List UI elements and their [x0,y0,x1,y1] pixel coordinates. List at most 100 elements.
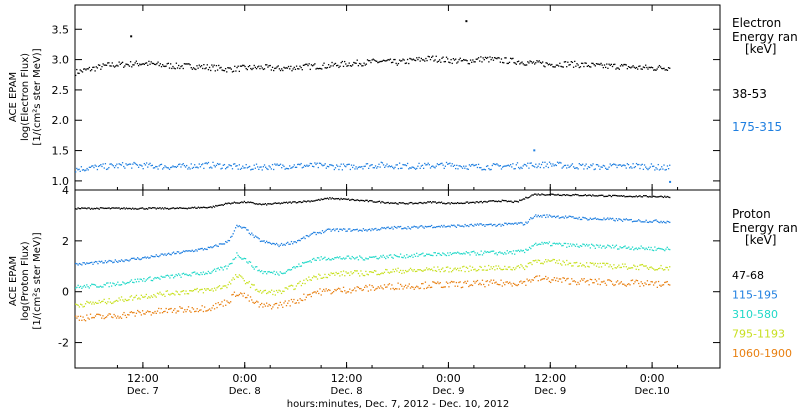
data-point [442,252,444,254]
data-point [476,279,479,282]
data-point [160,307,162,310]
data-point [277,273,279,275]
data-point [256,288,258,291]
data-point [435,202,438,204]
data-point [339,165,341,168]
data-point [568,194,570,197]
data-point [306,294,309,296]
data-point [106,316,108,318]
data-point [523,198,526,200]
data-point [563,277,565,279]
data-point [654,282,656,284]
data-point [88,302,90,304]
data-point [220,66,222,69]
data-point [572,166,575,168]
data-point [624,63,626,66]
data-point [429,269,432,271]
data-point [128,298,130,301]
data-point [81,304,83,306]
data-point [168,168,171,170]
data-point [456,164,458,167]
data-point [572,216,574,218]
data-point [409,57,411,60]
data-point [468,63,471,65]
data-point [574,167,576,170]
data-point [641,247,644,249]
data-point [614,63,616,65]
data-point [615,68,617,70]
data-point [258,306,260,308]
data-point [329,164,331,166]
data-point [329,259,331,261]
data-point [459,281,461,283]
data-point [548,161,551,163]
data-point [160,293,162,295]
data-point [526,278,528,280]
data-point [177,310,180,312]
data-point [166,167,168,169]
data-point [351,273,353,275]
data-point [360,199,362,201]
data-point [427,201,429,203]
data-point [667,196,670,198]
data-point [471,201,474,204]
data-point [190,311,192,313]
data-point [577,218,579,220]
data-point [306,261,309,263]
data-point [645,219,647,221]
data-point [509,57,512,59]
data-point [509,281,511,283]
data-point [442,226,444,228]
data-point [468,270,470,273]
data-point [140,164,142,166]
data-point [498,165,500,167]
data-point [202,163,204,165]
data-point [559,278,562,280]
data-point [311,165,314,167]
data-point [262,203,264,205]
data-point [594,195,596,197]
data-point [435,254,438,257]
data-point [562,66,564,68]
data-point [301,69,303,71]
data-point [496,283,498,285]
data-point [547,277,549,279]
data-point [164,253,166,255]
data-point [479,60,481,62]
data-point [331,61,333,64]
data-point [192,308,195,310]
data-point [141,207,144,209]
data-point [274,302,276,305]
data-point [599,194,601,197]
data-point [318,292,320,295]
data-point [488,223,490,226]
data-point [373,289,376,291]
data-point [114,259,116,261]
data-point [246,261,248,263]
data-point [552,163,554,165]
data-point [138,310,140,313]
data-point [523,280,526,283]
data-point [165,290,167,292]
data-point [485,57,488,59]
data-point [148,257,150,259]
data-point [594,247,596,249]
data-point [82,262,84,264]
data-point [261,240,263,242]
data-point [466,267,469,269]
data-point [139,258,141,261]
data-point [477,163,480,166]
data-point [397,167,400,170]
data-point [535,275,537,278]
data-point [445,281,448,283]
data-point [227,283,229,286]
data-point [289,68,291,70]
data-point [78,168,80,170]
data-point [403,227,405,229]
data-point [595,195,598,197]
data-point [75,171,77,173]
data-point [192,250,195,253]
data-point [250,169,252,171]
data-point [172,309,175,311]
data-point [641,68,643,70]
